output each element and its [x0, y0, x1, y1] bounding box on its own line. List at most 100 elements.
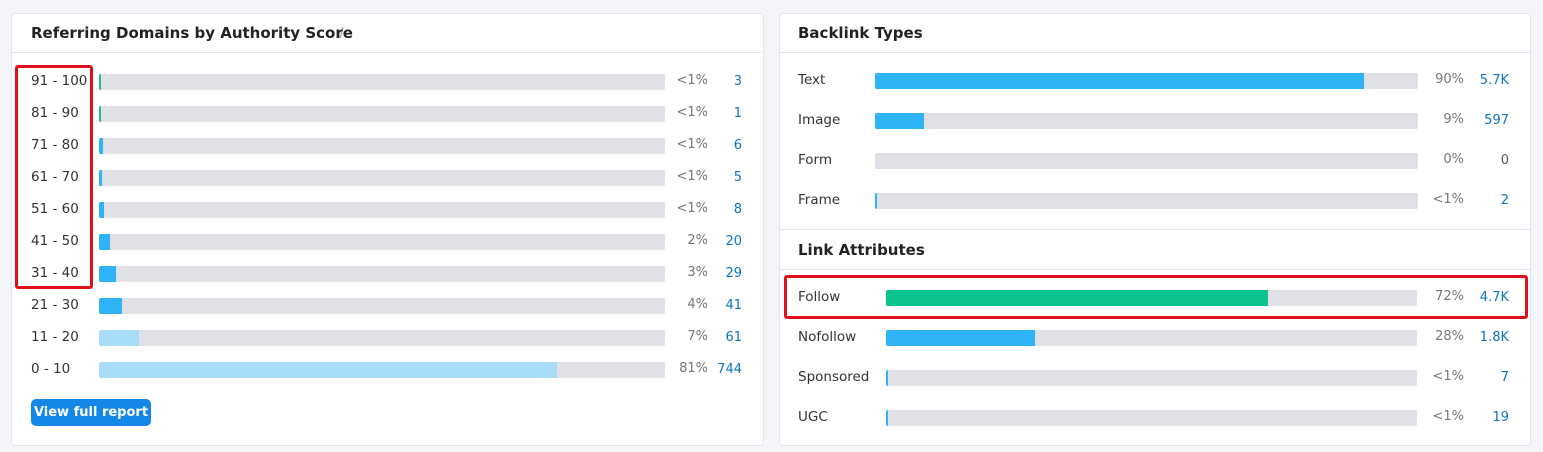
- bar-fill: [99, 106, 101, 122]
- bar-track: [875, 113, 1418, 129]
- bar-track: [99, 330, 665, 346]
- bar-fill: [99, 330, 139, 346]
- row-label: 51 - 60: [31, 201, 79, 217]
- bar-track: [875, 153, 1418, 169]
- count-link: 0: [1500, 153, 1509, 168]
- share-label: 2%: [687, 233, 708, 248]
- bar-track: [886, 370, 1417, 386]
- divider: [12, 52, 762, 53]
- count-link[interactable]: 744: [717, 362, 742, 377]
- bar-track: [875, 193, 1418, 209]
- row-label: Form: [798, 152, 833, 168]
- row-label: Nofollow: [798, 329, 857, 345]
- row-label: 41 - 50: [31, 233, 79, 249]
- row-label: 21 - 30: [31, 297, 79, 313]
- bar-fill: [99, 266, 116, 282]
- bar-track: [99, 266, 665, 282]
- share-label: 4%: [687, 297, 708, 312]
- count-link[interactable]: 41: [725, 298, 742, 313]
- share-label: 9%: [1443, 112, 1464, 127]
- share-label: 81%: [679, 361, 708, 376]
- bar-fill: [875, 193, 878, 209]
- row-label: 91 - 100: [31, 73, 88, 89]
- divider: [780, 229, 1530, 230]
- count-link[interactable]: 1: [733, 106, 742, 121]
- count-link[interactable]: 61: [725, 330, 742, 345]
- row-label: Frame: [798, 192, 841, 208]
- share-label: <1%: [676, 105, 708, 120]
- share-label: <1%: [676, 73, 708, 88]
- divider: [780, 52, 1530, 53]
- bar-fill: [99, 298, 122, 314]
- bar-track: [886, 410, 1417, 426]
- row-label: UGC: [798, 409, 828, 425]
- count-link[interactable]: 2: [1500, 193, 1509, 208]
- bar-track: [99, 74, 665, 90]
- share-label: 3%: [687, 265, 708, 280]
- bar-track: [99, 234, 665, 250]
- share-label: <1%: [676, 169, 708, 184]
- bar-fill: [99, 138, 103, 154]
- bar-track: [99, 362, 665, 378]
- count-link[interactable]: 3: [733, 74, 742, 89]
- count-link[interactable]: 5: [733, 170, 742, 185]
- bar-track: [99, 298, 665, 314]
- bar-fill: [875, 73, 1364, 89]
- section-title: Backlink Types: [798, 24, 923, 42]
- row-label: 0 - 10: [31, 361, 71, 377]
- count-link[interactable]: 597: [1484, 113, 1509, 128]
- share-label: 0%: [1443, 152, 1464, 167]
- view-report-button[interactable]: View full report: [31, 399, 151, 426]
- bar-track: [886, 330, 1417, 346]
- highlight-box: [784, 275, 1528, 319]
- divider: [780, 269, 1530, 270]
- row-label: Text: [798, 72, 826, 88]
- row-label: 31 - 40: [31, 265, 79, 281]
- count-link[interactable]: 7: [1500, 370, 1509, 385]
- share-label: <1%: [1432, 409, 1464, 424]
- bar-fill: [886, 330, 1035, 346]
- bar-track: [99, 202, 665, 218]
- bar-track: [886, 290, 1417, 306]
- bar-fill: [886, 410, 888, 426]
- row-label: 61 - 70: [31, 169, 79, 185]
- share-label: <1%: [676, 137, 708, 152]
- info-icon[interactable]: [336, 26, 346, 40]
- bar-fill: [99, 202, 105, 218]
- row-label: 71 - 80: [31, 137, 79, 153]
- highlight-box: [15, 65, 93, 289]
- panel-title: Referring Domains by Authority Score: [31, 24, 353, 42]
- bar-track: [99, 138, 665, 154]
- bar-fill: [99, 362, 558, 378]
- count-link[interactable]: 19: [1492, 410, 1509, 425]
- bar-fill: [886, 370, 889, 386]
- row-label: Sponsored: [798, 369, 870, 385]
- bar-fill: [875, 113, 924, 129]
- share-label: 28%: [1435, 329, 1464, 344]
- bar-track: [99, 106, 665, 122]
- bar-fill: [99, 170, 103, 186]
- row-label: 11 - 20: [31, 329, 79, 345]
- bar-track: [99, 170, 665, 186]
- share-label: <1%: [1432, 369, 1464, 384]
- count-link[interactable]: 29: [725, 266, 742, 281]
- count-link[interactable]: 1.8K: [1479, 330, 1509, 345]
- share-label: 72%: [1435, 289, 1464, 304]
- row-label: Image: [798, 112, 841, 128]
- bar-fill: [99, 234, 111, 250]
- share-label: <1%: [676, 201, 708, 216]
- row-label: 81 - 90: [31, 105, 79, 121]
- bar-track: [875, 73, 1418, 89]
- bar-fill: [99, 74, 102, 90]
- count-link[interactable]: 6: [733, 138, 742, 153]
- count-link[interactable]: 8: [733, 202, 742, 217]
- share-label: 7%: [687, 329, 708, 344]
- share-label: 90%: [1435, 72, 1464, 87]
- count-link[interactable]: 20: [725, 234, 742, 249]
- section-title: Link Attributes: [798, 241, 925, 259]
- bar-fill: [886, 290, 1269, 306]
- count-link[interactable]: 4.7K: [1479, 290, 1509, 305]
- row-label: Follow: [798, 289, 841, 305]
- count-link[interactable]: 5.7K: [1479, 73, 1509, 88]
